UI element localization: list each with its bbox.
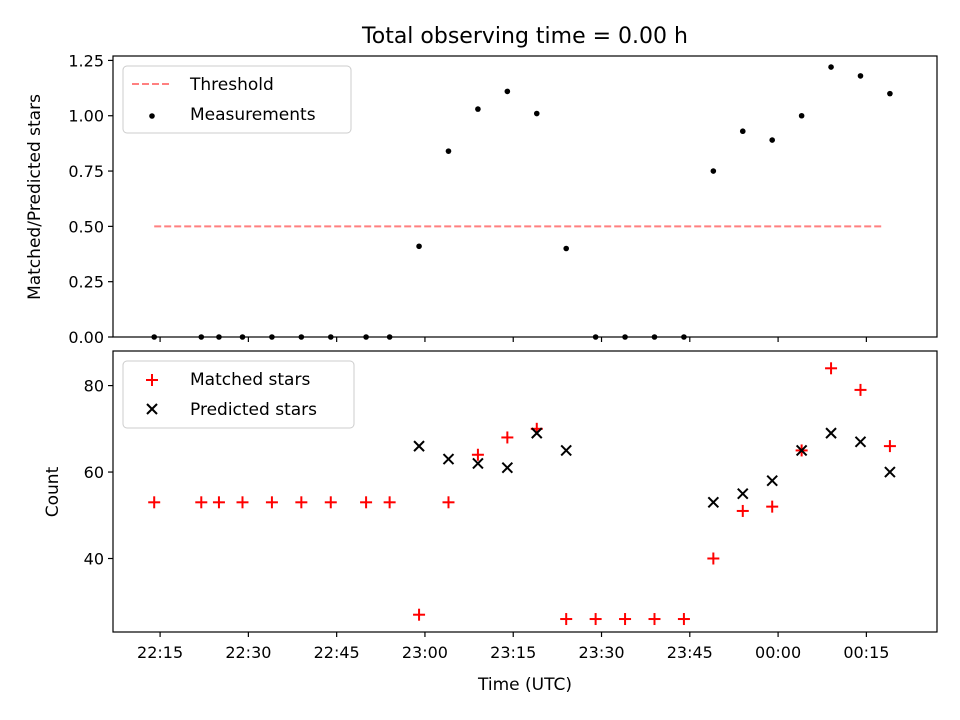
matched-stars-point bbox=[560, 613, 573, 626]
top-legend: Threshold Measurements bbox=[122, 65, 352, 134]
legend-predicted-label: Predicted stars bbox=[190, 400, 317, 420]
x-tick-label: 23:45 bbox=[667, 643, 713, 662]
matched-stars-point bbox=[236, 496, 249, 509]
x-tick-label: 22:45 bbox=[314, 643, 360, 662]
x-tick-label: 23:15 bbox=[490, 643, 536, 662]
measurement-point bbox=[798, 112, 805, 119]
matched-stars-point bbox=[324, 496, 337, 509]
y-tick-label: 0.50 bbox=[68, 217, 104, 236]
predicted-stars-point bbox=[795, 444, 808, 457]
matched-stars-point bbox=[589, 613, 602, 626]
predicted-stars-point bbox=[854, 436, 867, 448]
matched-stars-point bbox=[148, 496, 161, 509]
predicted-stars-point bbox=[825, 427, 837, 439]
measurement-point bbox=[710, 168, 717, 174]
y-tick-label: 1.25 bbox=[68, 51, 104, 70]
matched-stars-point bbox=[295, 496, 308, 509]
x-tick-label: 22:15 bbox=[137, 643, 183, 662]
predicted-stars-point bbox=[707, 496, 720, 509]
matched-stars-point bbox=[442, 496, 455, 509]
predicted-stars-point bbox=[884, 466, 896, 478]
predicted-stars-point bbox=[766, 474, 778, 487]
predicted-stars-point bbox=[531, 427, 543, 439]
y-tick-label: 0.00 bbox=[68, 328, 104, 347]
matched-stars-point bbox=[825, 362, 838, 375]
bottom-axes-frame bbox=[112, 350, 938, 633]
legend-measurements-swatch bbox=[149, 113, 155, 119]
predicted-stars-point bbox=[472, 457, 484, 470]
legend-threshold-label: Threshold bbox=[189, 75, 274, 95]
y-tick-label: 0.25 bbox=[68, 273, 104, 292]
measurement-point bbox=[445, 148, 452, 154]
legend-matched-swatch bbox=[146, 374, 158, 386]
bottom-legend: Matched stars Predicted stars bbox=[122, 360, 355, 429]
measurement-point bbox=[504, 88, 511, 95]
y-tick-label: 40 bbox=[84, 550, 104, 569]
x-axis-label: Time (UTC) bbox=[477, 675, 572, 695]
x-tick-label: 00:15 bbox=[843, 643, 889, 662]
matched-stars-point bbox=[619, 613, 632, 626]
predicted-stars-point bbox=[560, 444, 572, 457]
predicted-stars-point bbox=[442, 453, 455, 465]
measurement-point bbox=[739, 128, 746, 135]
measurement-point bbox=[828, 64, 834, 70]
x-tick-label: 22:30 bbox=[225, 643, 271, 662]
top-axes-frame bbox=[112, 55, 938, 338]
bottom-legend-box bbox=[122, 360, 355, 429]
matched-stars-point bbox=[501, 431, 514, 444]
y-tick-label: 0.75 bbox=[68, 162, 104, 181]
predicted-stars-point bbox=[413, 440, 425, 452]
measurement-point bbox=[769, 137, 775, 143]
matched-stars-point bbox=[360, 496, 373, 509]
legend-measurements-label: Measurements bbox=[190, 105, 316, 125]
measurement-point bbox=[416, 243, 422, 250]
x-tick-label: 23:00 bbox=[402, 643, 448, 662]
measurement-point bbox=[533, 110, 540, 117]
bottom-y-axis-label: Count bbox=[43, 466, 63, 517]
matched-stars-point bbox=[677, 613, 690, 626]
matched-stars-point bbox=[854, 383, 867, 396]
y-tick-label: 60 bbox=[84, 463, 104, 482]
measurement-point bbox=[563, 245, 569, 252]
legend-predicted-swatch bbox=[146, 403, 158, 415]
top-plot-area: 0.00 0.25 0.50 0.75 1.00 1.25 bbox=[68, 51, 893, 347]
matched-stars-point bbox=[413, 608, 426, 621]
matched-stars-point bbox=[766, 500, 779, 513]
top-y-axis-label: Matched/Predicted stars bbox=[25, 94, 45, 300]
matched-stars-point bbox=[212, 496, 225, 509]
matched-stars-point bbox=[736, 504, 749, 517]
chart-title: Total observing time = 0.00 h bbox=[361, 24, 688, 49]
bottom-plot-area: 40 60 80 22:15 22:30 22:45 23:00 23:15 23:30 23:4… bbox=[84, 362, 896, 662]
x-tick-label: 00:00 bbox=[755, 643, 801, 662]
top-panel: Total observing time = 0.00 h 0.000.250.… bbox=[25, 24, 938, 347]
matched-stars-point bbox=[383, 496, 396, 509]
matched-stars-point bbox=[707, 552, 720, 565]
bottom-panel: 40 60 80 22:15 22:30 22:45 23:00 23:15 23:30 23:4… bbox=[43, 350, 938, 695]
measurement-point bbox=[475, 106, 481, 112]
predicted-stars-point bbox=[737, 487, 749, 500]
y-tick-label: 1.00 bbox=[68, 107, 104, 126]
legend-matched-label: Matched stars bbox=[190, 370, 310, 390]
predicted-stars-point bbox=[501, 462, 514, 474]
matched-stars-point bbox=[648, 613, 661, 626]
measurement-point bbox=[887, 90, 893, 97]
matched-stars-point bbox=[471, 448, 484, 461]
top-legend-box bbox=[122, 65, 352, 134]
matched-stars-point bbox=[265, 496, 278, 509]
measurement-point bbox=[857, 73, 864, 79]
matched-stars-point bbox=[195, 496, 208, 509]
x-tick-label: 23:30 bbox=[578, 643, 624, 662]
y-tick-label: 80 bbox=[84, 377, 104, 396]
matched-stars-point bbox=[883, 440, 896, 453]
